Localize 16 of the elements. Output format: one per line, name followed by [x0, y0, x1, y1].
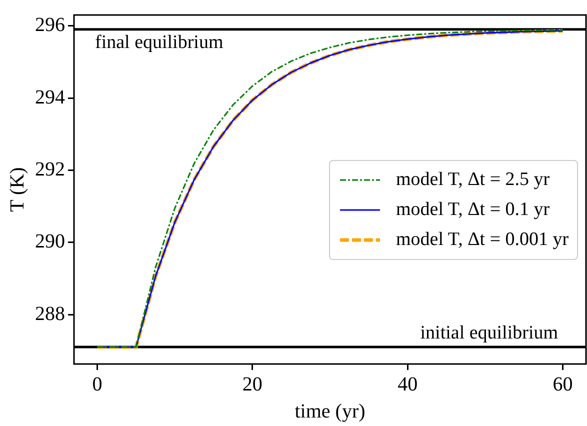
x-tick-label: 60	[552, 373, 573, 396]
x-axis-title: time (yr)	[294, 400, 366, 422]
legend-label: model T, Δt = 2.5 yr	[396, 168, 550, 190]
x-tick-label: 0	[92, 373, 102, 396]
y-tick-label: 294	[35, 86, 65, 108]
ref-line-label: initial equilibrium	[420, 322, 558, 344]
y-tick-label: 296	[35, 14, 65, 36]
legend-label: model T, Δt = 0.001 yr	[396, 228, 569, 250]
x-tick-label: 40	[398, 373, 418, 396]
y-tick-label: 290	[35, 230, 65, 253]
x-tick-label: 20	[242, 373, 262, 396]
y-tick-label: 288	[35, 302, 65, 325]
y-axis-title: T (K)	[6, 167, 28, 212]
y-tick-label: 292	[35, 158, 65, 180]
legend-label: model T, Δt = 0.1 yr	[396, 198, 550, 220]
ref-line-label: final equilibrium	[95, 32, 224, 53]
